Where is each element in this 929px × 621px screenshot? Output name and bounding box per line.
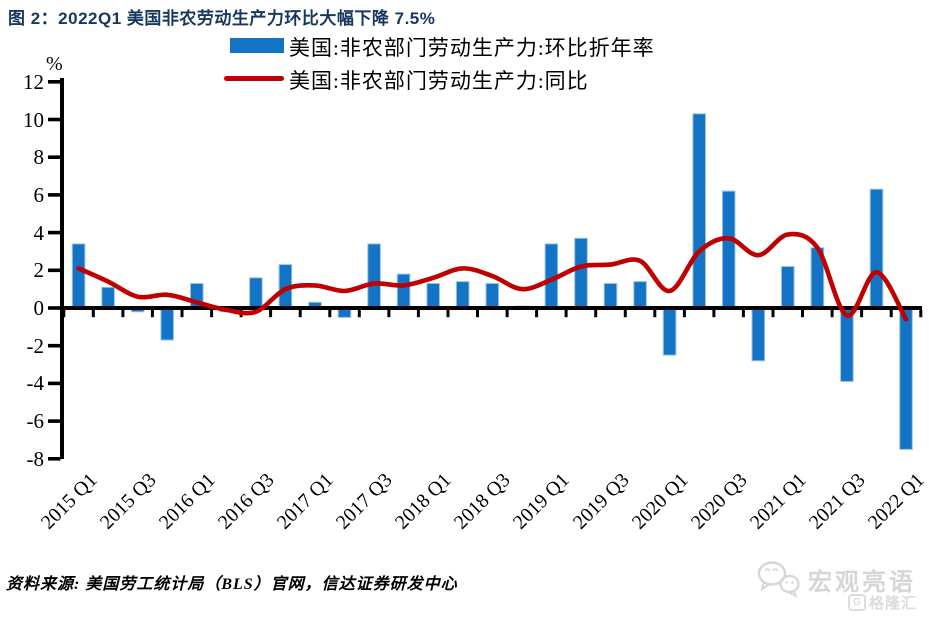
y-tick-label: 10 (23, 107, 44, 132)
y-tick-label: 6 (33, 182, 45, 207)
bar-2021-Q4 (869, 188, 884, 309)
figure-title: 图 2：2022Q1 美国非农劳动生产力环比大幅下降 7.5% (8, 9, 436, 28)
legend-line-swatch (224, 76, 284, 81)
bar-2019-Q2 (574, 237, 588, 309)
bar-2019-Q4 (633, 281, 647, 309)
y-tick-label: -2 (26, 333, 45, 358)
bar-2015-Q1 (71, 243, 86, 309)
yoy-line-series (76, 231, 909, 322)
legend-bar-swatch (230, 38, 284, 53)
chat-bubbles-icon (757, 561, 800, 598)
bar-2021-Q1 (781, 266, 795, 309)
bar-2020-Q2 (692, 113, 707, 309)
y-tick-label: 12 (23, 69, 44, 94)
bar-2015-Q2 (101, 286, 115, 309)
axes (48, 78, 923, 461)
bar-2021-Q3 (840, 307, 854, 382)
y-tick-label: -8 (26, 446, 45, 471)
bar-2020-Q3 (721, 190, 736, 309)
bar-series (71, 113, 913, 450)
bar-2019-Q3 (603, 283, 618, 309)
bar-2018-Q3 (485, 283, 500, 309)
watermark-brand: 宏观亮语 (756, 560, 916, 598)
bar-2016-Q3 (249, 277, 263, 309)
bar-2018-Q1 (426, 283, 440, 309)
y-tick-label: -4 (26, 371, 45, 396)
gelonghui-logo: G 格隆汇 (848, 592, 917, 613)
bar-2022-Q1 (899, 307, 913, 450)
watermark-text: 宏观亮语 (808, 568, 916, 596)
y-axis-unit-label: % (46, 53, 63, 75)
source-note: 资料来源: 美国劳工统计局（BLS）官网，信达证券研发中心 (6, 576, 458, 593)
legend-bar-label: 美国:非农部门劳动生产力:环比折年率 (289, 36, 655, 60)
bar-2020-Q4 (751, 307, 766, 362)
bar-2018-Q2 (455, 281, 470, 309)
bar-2015-Q4 (160, 307, 174, 341)
y-tick-label: 0 (33, 296, 45, 320)
legend-line-label: 美国:非农部门劳动生产力:同比 (289, 69, 589, 93)
bar-2017-Q3 (367, 243, 381, 309)
y-tick-label: -6 (26, 409, 45, 434)
gelonghui-g-icon: G (848, 594, 866, 611)
bar-2017-Q4 (396, 273, 411, 309)
y-tick-label: 2 (33, 258, 45, 283)
bar-2020-Q1 (662, 307, 677, 356)
y-tick-label: 8 (33, 145, 45, 170)
y-tick-label: 4 (33, 220, 45, 245)
gelonghui-text: 格隆汇 (869, 595, 918, 612)
